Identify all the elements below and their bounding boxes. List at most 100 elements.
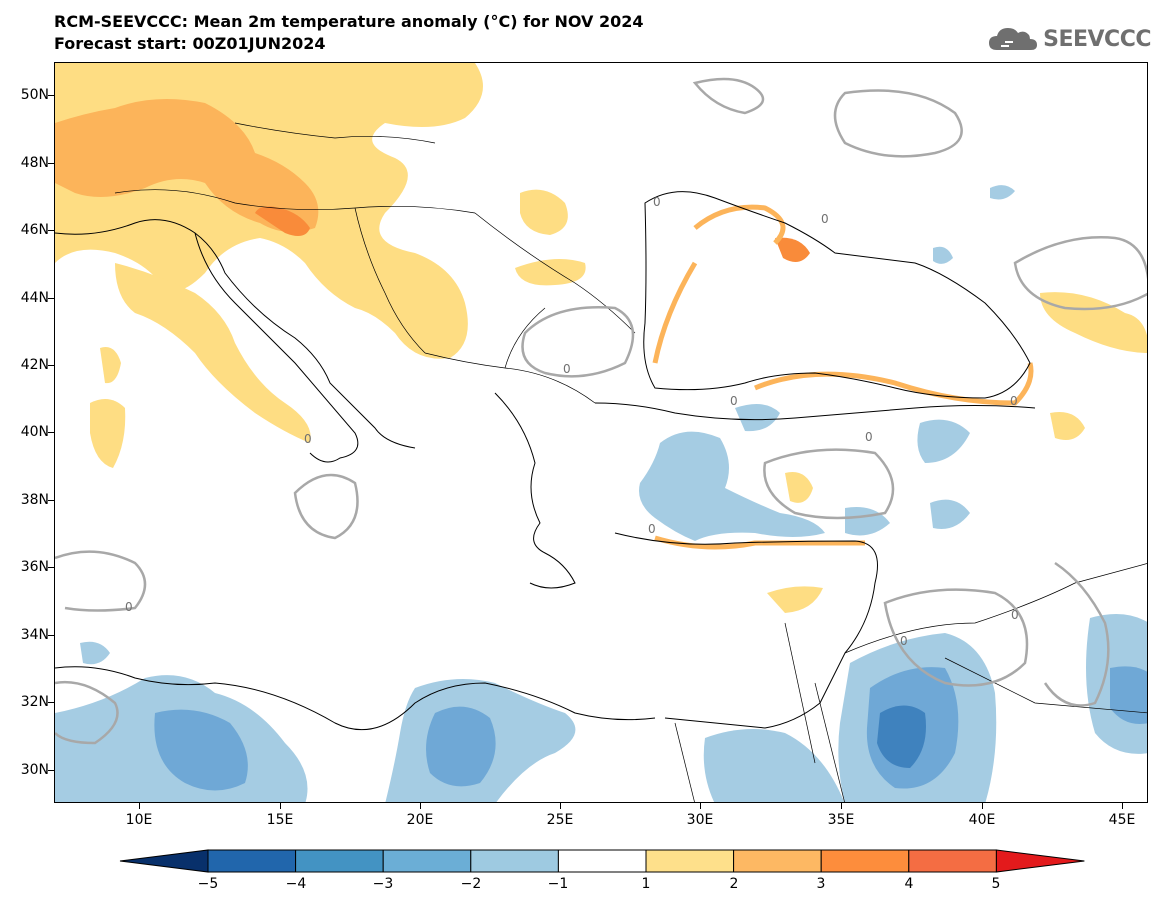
lat-label: 48N — [20, 155, 49, 171]
lat-tick — [48, 432, 54, 433]
colorbar-segment — [645, 849, 735, 873]
lat-label: 38N — [20, 492, 49, 508]
lon-tick — [841, 803, 842, 809]
colorbar-arrow-high — [995, 849, 1085, 873]
forecast-start-label: Forecast start: 00Z01JUN2024 — [54, 34, 326, 53]
lat-tick — [48, 702, 54, 703]
lat-label: 30N — [20, 762, 49, 778]
contour-label: 0 — [653, 195, 661, 209]
colorbar-segment — [908, 849, 997, 873]
map-title: RCM-SEEVCCC: Mean 2m temperature anomaly… — [54, 12, 644, 31]
lat-tick — [48, 500, 54, 501]
colorbar-label: −5 — [197, 876, 219, 892]
lat-label: 34N — [20, 627, 49, 643]
contour-label: 0 — [563, 362, 571, 376]
colorbar-label: 5 — [991, 876, 1001, 892]
colorbar-label: −4 — [285, 876, 307, 892]
warm-strip-turkey-south — [654, 535, 865, 550]
colorbar-label: 1 — [641, 876, 651, 892]
lat-tick — [48, 365, 54, 366]
lat-tick — [48, 230, 54, 231]
colorbar-segments — [119, 849, 1085, 873]
lat-tick — [48, 635, 54, 636]
coastlines — [55, 191, 1036, 731]
contour-label: 0 — [1011, 608, 1019, 622]
colorbar-label: −3 — [372, 876, 394, 892]
lon-tick — [700, 803, 701, 809]
lat-tick — [48, 95, 54, 96]
country-borders — [114, 122, 1147, 802]
cold-patch-black-sea-east — [933, 246, 953, 264]
colorbar-arrow-low — [119, 849, 209, 873]
contour-label: 0 — [1010, 394, 1018, 408]
lon-label: 40E — [968, 812, 996, 828]
colorbar-segment — [382, 849, 472, 873]
cold-anomaly-middle-east-core — [877, 705, 926, 768]
colorbar-label: −1 — [547, 876, 569, 892]
cold-anomaly-egypt — [703, 729, 845, 802]
colorbar-segment — [733, 849, 822, 873]
map-panel: 0 0 0 0 0 0 0 0 0 0 0 — [54, 62, 1148, 803]
lat-tick — [48, 567, 54, 568]
contour-label: 0 — [821, 212, 829, 226]
warm-patch-romania — [520, 189, 568, 235]
colorbar-segment — [295, 849, 384, 873]
colorbar-label: 3 — [816, 876, 826, 892]
lat-label: 40N — [20, 424, 49, 440]
lat-label: 36N — [20, 559, 49, 575]
warm-patch-crimea — [775, 237, 810, 262]
warm-patch-corsica — [100, 347, 121, 384]
colorbar-segment — [207, 849, 297, 873]
lon-tick — [1122, 803, 1123, 809]
warm-patch-cyprus — [767, 586, 823, 613]
lat-label: 50N — [20, 87, 49, 103]
warm-patch-sardinia — [90, 399, 126, 468]
lat-tick — [48, 298, 54, 299]
warm-strip-black-sea — [652, 204, 1034, 406]
lat-label: 42N — [20, 357, 49, 373]
lon-tick — [139, 803, 140, 809]
lat-label: 44N — [20, 290, 49, 306]
lon-label: 35E — [827, 812, 855, 828]
lon-label: 15E — [266, 812, 294, 828]
colorbar-label: −2 — [460, 876, 482, 892]
lon-tick — [982, 803, 983, 809]
contour-label: 0 — [900, 634, 908, 648]
colorbar-segment — [820, 849, 910, 873]
colorbar-label: 2 — [729, 876, 739, 892]
colorbar-segment — [557, 849, 647, 873]
lon-label: 30E — [686, 812, 714, 828]
lat-label: 46N — [20, 222, 49, 238]
contour-label: 0 — [125, 600, 133, 614]
warm-anomaly-italy — [115, 263, 311, 443]
cold-patch-anatolia-east — [917, 419, 970, 463]
lon-label: 25E — [546, 812, 574, 828]
logo-text: SEEVCCC — [1043, 26, 1151, 52]
contour-labels: 0 0 0 0 0 0 0 0 0 0 0 — [125, 195, 1019, 648]
lat-label: 32N — [20, 694, 49, 710]
lon-tick — [420, 803, 421, 809]
warm-patch-romania-2 — [515, 259, 586, 286]
warm-patch-turkey-east — [1050, 412, 1085, 441]
warm-anomaly-alps — [55, 99, 319, 232]
cold-patch-tunisia — [80, 641, 110, 665]
lat-tick — [48, 770, 54, 771]
warm-patch-turkey-center — [785, 472, 813, 503]
contour-label: 0 — [304, 432, 312, 446]
lat-tick — [48, 163, 54, 164]
cold-anomaly-libya-east-mid — [426, 706, 496, 787]
seevccc-logo: SEEVCCC — [987, 22, 1151, 56]
anomaly-map: 0 0 0 0 0 0 0 0 0 0 0 — [55, 63, 1147, 802]
lon-tick — [560, 803, 561, 809]
contour-label: 0 — [648, 522, 656, 536]
contour-label: 0 — [865, 430, 873, 444]
cold-patch-caucasus — [990, 185, 1015, 200]
colorbar-label: 4 — [904, 876, 914, 892]
cold-anomaly-arabia-mid — [1110, 666, 1147, 724]
lon-label: 20E — [406, 812, 434, 828]
contour-label: 0 — [730, 394, 738, 408]
cloud-icon — [989, 28, 1038, 50]
cold-patch-anatolia-north — [735, 404, 780, 432]
zero-contours — [55, 77, 1147, 745]
lon-tick — [280, 803, 281, 809]
